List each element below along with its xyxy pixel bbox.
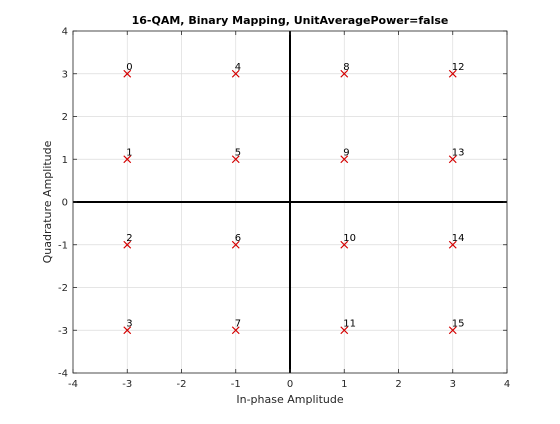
x-axis-label: In-phase Amplitude xyxy=(236,393,343,406)
x-tick-label: 1 xyxy=(341,379,347,390)
x-marker xyxy=(231,240,240,249)
x-tick-label: 0 xyxy=(287,379,293,390)
symbol-index-label: 13 xyxy=(452,147,465,158)
x-marker-stroke xyxy=(340,326,349,335)
x-marker xyxy=(123,240,132,249)
x-marker-stroke xyxy=(448,69,457,78)
y-tick-label: 0 xyxy=(62,198,68,209)
x-tick-label: -1 xyxy=(231,379,241,390)
x-marker-stroke xyxy=(340,155,349,164)
x-tick-label: -2 xyxy=(177,379,187,390)
y-tick-label: 4 xyxy=(62,27,68,38)
x-marker-stroke xyxy=(448,155,457,164)
x-marker-stroke xyxy=(231,155,240,164)
x-marker xyxy=(340,326,349,335)
symbol-index-label: 2 xyxy=(126,233,132,244)
x-marker-stroke xyxy=(123,240,132,249)
symbol-index-label: 12 xyxy=(452,62,465,73)
y-tick-label: 3 xyxy=(62,69,68,80)
x-marker xyxy=(340,69,349,78)
y-tick-label: 1 xyxy=(62,155,68,166)
x-marker-stroke xyxy=(340,69,349,78)
y-tick-label: -4 xyxy=(58,369,68,380)
symbol-index-label: 14 xyxy=(452,233,465,244)
data-markers xyxy=(123,69,457,335)
x-tick-label: 3 xyxy=(450,379,456,390)
y-tick-labels: -4 -3 -2 -1 0 1 2 3 4 xyxy=(58,27,68,380)
y-tick-label: -3 xyxy=(58,326,68,337)
x-tick-label: 4 xyxy=(504,379,510,390)
symbol-index-label: 6 xyxy=(235,233,241,244)
x-marker-stroke xyxy=(231,240,240,249)
x-marker-stroke xyxy=(448,240,457,249)
x-marker-stroke xyxy=(123,326,132,335)
symbol-index-label: 3 xyxy=(126,318,132,329)
symbol-index-label: 7 xyxy=(235,318,241,329)
x-marker-stroke xyxy=(123,155,132,164)
x-marker-stroke xyxy=(231,69,240,78)
x-marker-stroke xyxy=(340,240,349,249)
x-tick-label: -3 xyxy=(122,379,132,390)
y-tick-label: -1 xyxy=(58,240,68,251)
x-marker xyxy=(123,155,132,164)
x-marker-stroke xyxy=(123,69,132,78)
symbol-index-label: 4 xyxy=(235,62,241,73)
y-tick-label: -2 xyxy=(58,283,68,294)
x-marker-stroke xyxy=(231,326,240,335)
y-axis-label: Quadrature Amplitude xyxy=(41,140,54,263)
symbol-index-label: 11 xyxy=(343,318,356,329)
x-marker xyxy=(231,155,240,164)
symbol-index-label: 0 xyxy=(126,62,132,73)
x-marker xyxy=(231,69,240,78)
symbol-index-label: 9 xyxy=(343,147,349,158)
y-tick-label: 2 xyxy=(62,112,68,123)
symbol-index-label: 10 xyxy=(343,233,356,244)
chart-title: 16-QAM, Binary Mapping, UnitAveragePower… xyxy=(132,14,449,27)
x-marker xyxy=(123,69,132,78)
x-marker xyxy=(123,326,132,335)
symbol-index-label: 15 xyxy=(452,318,465,329)
zero-axes xyxy=(73,31,507,373)
x-tick-label: 2 xyxy=(395,379,401,390)
x-marker xyxy=(448,326,457,335)
x-marker xyxy=(340,240,349,249)
symbol-index-label: 5 xyxy=(235,147,241,158)
x-tick-label: -4 xyxy=(68,379,78,390)
x-marker xyxy=(448,240,457,249)
symbol-index-label: 8 xyxy=(343,62,349,73)
x-marker-stroke xyxy=(448,326,457,335)
x-marker xyxy=(231,326,240,335)
x-marker xyxy=(340,155,349,164)
symbol-index-label: 1 xyxy=(126,147,132,158)
x-marker xyxy=(448,69,457,78)
tick-marks xyxy=(72,30,508,374)
x-tick-labels: -4 -3 -2 -1 0 1 2 3 4 xyxy=(68,379,510,390)
x-marker xyxy=(448,155,457,164)
